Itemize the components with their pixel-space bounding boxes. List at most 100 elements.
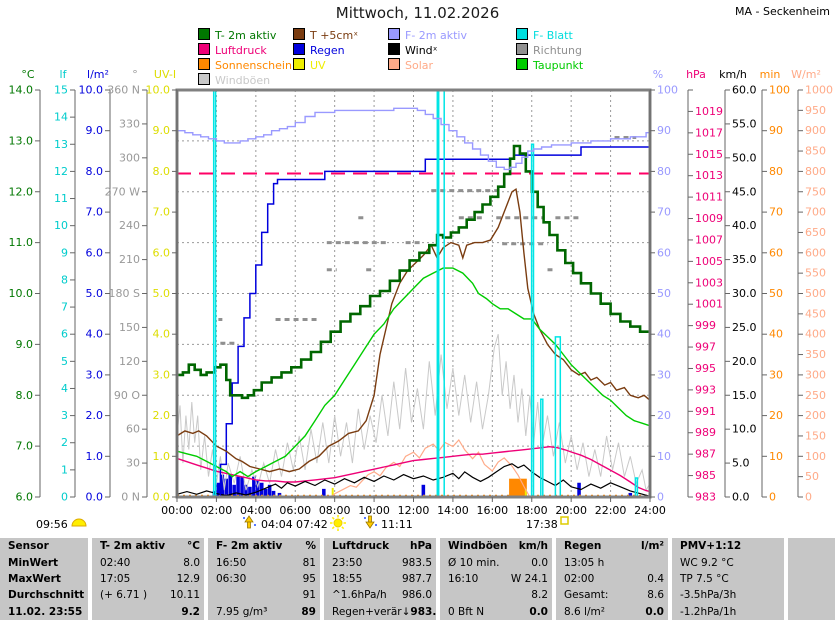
table-row: -3.5hPa/3h bbox=[680, 589, 737, 602]
svg-text:9.0: 9.0 bbox=[16, 338, 34, 351]
table-row: 16:10 W 24.1 bbox=[448, 572, 548, 585]
svg-text:2.0: 2.0 bbox=[153, 409, 171, 422]
legend-item-wind-: Windˣ bbox=[388, 43, 438, 57]
series-windb-en bbox=[176, 334, 651, 492]
svg-text:7.0: 7.0 bbox=[86, 206, 104, 219]
legend-item-taupunkt: Taupunkt bbox=[516, 58, 584, 72]
axis-unit-sun: min bbox=[760, 68, 781, 81]
table-col-sensor: Sensor MinWert MaxWert Durchschnitt 11.02. 2… bbox=[0, 538, 88, 620]
svg-text:0 N: 0 N bbox=[121, 491, 140, 504]
legend-swatch bbox=[198, 28, 210, 40]
svg-text:1011: 1011 bbox=[695, 191, 723, 204]
svg-text:6: 6 bbox=[61, 328, 68, 341]
table-row: 9.2 bbox=[181, 605, 200, 618]
axis-unit-hum: % bbox=[653, 68, 663, 81]
svg-text:150: 150 bbox=[119, 321, 140, 334]
weather-chart: 14.013.012.011.010.09.08.07.06.0°C151413… bbox=[9, 68, 833, 531]
svg-text:600: 600 bbox=[805, 246, 826, 259]
svg-text:06:00: 06:00 bbox=[279, 504, 311, 517]
table-row: Luftdruck hPa bbox=[332, 540, 432, 553]
table-row: (+ 6.71 ) 10.11 bbox=[100, 589, 200, 602]
svg-text:250: 250 bbox=[805, 389, 826, 402]
axis-unit-pres: hPa bbox=[686, 68, 706, 81]
table-row: 18:55 987.7 bbox=[332, 572, 432, 585]
svg-text:0: 0 bbox=[61, 491, 68, 504]
svg-text:02:00: 02:00 bbox=[201, 504, 233, 517]
legend-item-luftdruck: Luftdruck bbox=[198, 43, 267, 57]
svg-text:700: 700 bbox=[805, 206, 826, 219]
table-col-windb-en: Windböen km/h Ø 10 min. 0.0 16:10 W 24.1 8.2 0 … bbox=[440, 538, 552, 620]
svg-text:550: 550 bbox=[805, 267, 826, 280]
svg-text:20.0: 20.0 bbox=[732, 355, 757, 368]
axis-unit-leaf: lf bbox=[60, 68, 68, 81]
svg-text:80: 80 bbox=[657, 165, 671, 178]
astro-event-time: 07:42 bbox=[296, 518, 328, 531]
table-row: 7.95 g/m³ 89 bbox=[216, 605, 316, 618]
svg-text:0: 0 bbox=[657, 491, 664, 504]
legend-item-windb-en: Windböen bbox=[198, 73, 270, 87]
svg-text:8.0: 8.0 bbox=[86, 165, 104, 178]
svg-text:15.0: 15.0 bbox=[732, 389, 757, 402]
svg-text:10: 10 bbox=[54, 219, 68, 232]
series-t-2m-aktiv bbox=[177, 144, 652, 400]
svg-text:5.0: 5.0 bbox=[732, 457, 750, 470]
legend-item-f-2m-aktiv: F- 2m aktiv bbox=[388, 28, 467, 42]
svg-text:950: 950 bbox=[805, 104, 826, 117]
svg-text:40.0: 40.0 bbox=[732, 219, 757, 232]
legend-label: UV bbox=[310, 59, 326, 72]
table-row: MaxWert bbox=[8, 572, 61, 585]
svg-text:14.0: 14.0 bbox=[9, 84, 34, 97]
svg-text:50.0: 50.0 bbox=[732, 151, 757, 164]
sun-icon bbox=[330, 515, 346, 531]
legend-item-t-5cm-: T +5cmˣ bbox=[293, 28, 358, 42]
svg-text:1: 1 bbox=[61, 463, 68, 476]
svg-text:8: 8 bbox=[61, 273, 68, 286]
legend-label: Richtung bbox=[533, 44, 582, 57]
table-row: Ø 10 min. 0.0 bbox=[448, 556, 548, 569]
legend-label: Taupunkt bbox=[533, 59, 584, 72]
svg-text:4.0: 4.0 bbox=[153, 328, 171, 341]
svg-text:270 W: 270 W bbox=[105, 185, 140, 198]
legend-item-t-2m-aktiv: T- 2m aktiv bbox=[198, 28, 276, 42]
svg-text:120: 120 bbox=[119, 355, 140, 368]
svg-text:1.0: 1.0 bbox=[86, 450, 104, 463]
svg-text:450: 450 bbox=[805, 307, 826, 320]
svg-text:20: 20 bbox=[657, 409, 671, 422]
svg-text:5.0: 5.0 bbox=[153, 287, 171, 300]
table-row: 91 bbox=[302, 589, 316, 602]
svg-text:8.0: 8.0 bbox=[153, 165, 171, 178]
svg-text:650: 650 bbox=[805, 226, 826, 239]
moonrise-time: 09:56 bbox=[36, 518, 68, 531]
svg-text:0: 0 bbox=[769, 491, 776, 504]
arrow-up-icon bbox=[243, 515, 256, 529]
table-col-luftdruck: Luftdruck hPa 23:50 983.5 18:55 987.7 ^1.6hPa/… bbox=[324, 538, 436, 620]
arrow-down-icon bbox=[364, 515, 377, 529]
svg-text:1015: 1015 bbox=[695, 148, 723, 161]
svg-text:200: 200 bbox=[805, 409, 826, 422]
svg-text:3: 3 bbox=[61, 409, 68, 422]
svg-text:4.0: 4.0 bbox=[86, 328, 104, 341]
svg-text:10.0: 10.0 bbox=[732, 423, 757, 436]
axis-rain: 10.0 9.0 8.0 7.0 6.0 5.0 4.0 3.0 2.0 1.0 0.0 l/m² bbox=[79, 68, 111, 504]
svg-text:330: 330 bbox=[119, 117, 140, 130]
svg-text:1003: 1003 bbox=[695, 276, 723, 289]
table-col-regen: Regen l/m² 13:05 h 02:00 0.4 Gesamt: 8.6 8.6 l/… bbox=[556, 538, 668, 620]
svg-text:991: 991 bbox=[695, 405, 716, 418]
svg-text:995: 995 bbox=[695, 362, 716, 375]
legend-swatch bbox=[293, 58, 305, 70]
svg-text:300: 300 bbox=[805, 368, 826, 381]
svg-text:500: 500 bbox=[805, 287, 826, 300]
page-title: Mittwoch, 11.02.2026 bbox=[335, 4, 500, 22]
gridlines bbox=[177, 90, 650, 497]
table-row: 02:00 0.4 bbox=[564, 572, 664, 585]
svg-text:6.0: 6.0 bbox=[86, 246, 104, 259]
table-col-t-2m-aktiv: T- 2m aktiv °C 02:40 8.0 17:05 12.9 (+ 6.71 ) 1… bbox=[92, 538, 204, 620]
svg-text:12:00: 12:00 bbox=[398, 504, 430, 517]
svg-text:993: 993 bbox=[695, 383, 716, 396]
astro-event-time: 11:11 bbox=[381, 518, 413, 531]
svg-text:7.0: 7.0 bbox=[153, 206, 171, 219]
svg-text:4: 4 bbox=[61, 382, 68, 395]
legend-label: Windˣ bbox=[405, 44, 438, 57]
svg-text:80: 80 bbox=[769, 165, 783, 178]
svg-text:30: 30 bbox=[126, 457, 140, 470]
